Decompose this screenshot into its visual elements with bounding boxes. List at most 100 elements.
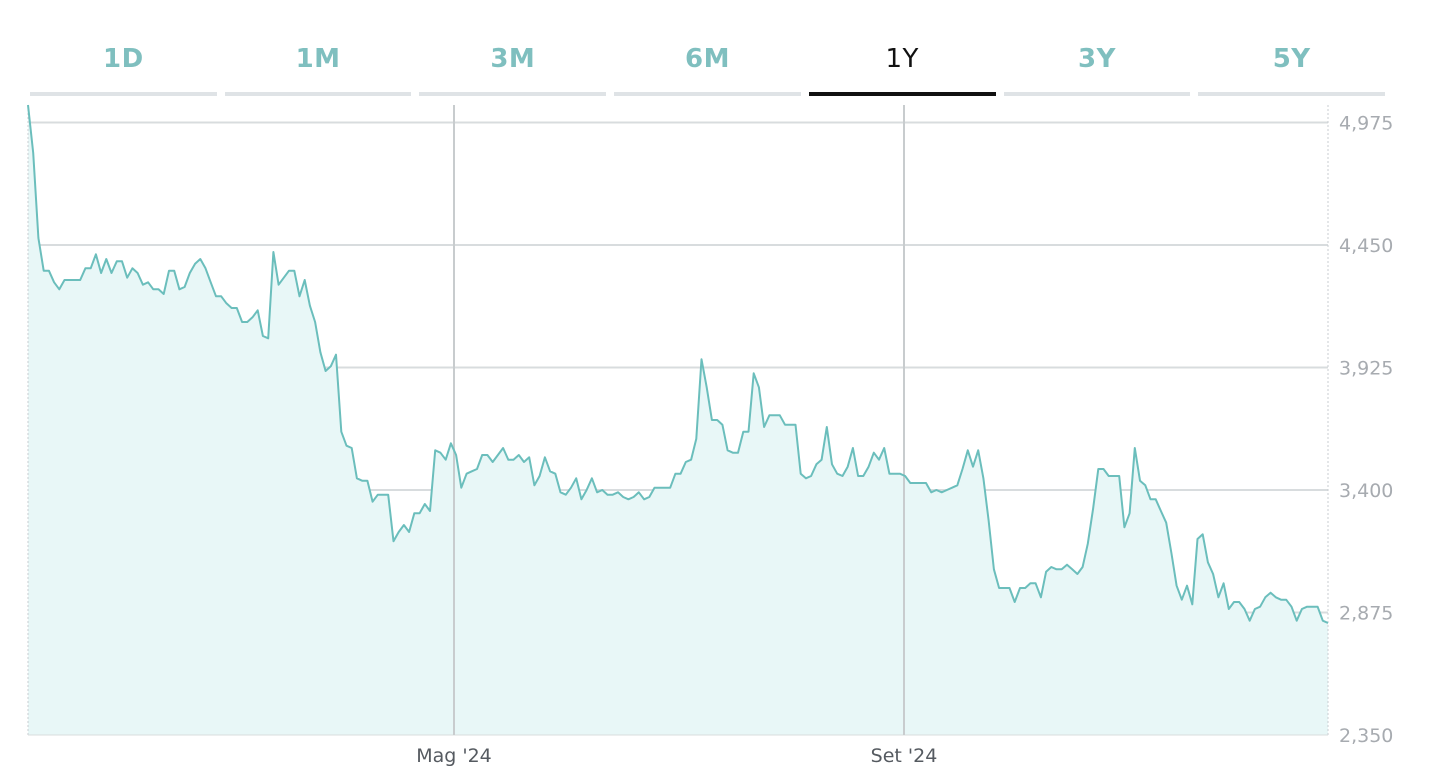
data-point xyxy=(867,466,869,468)
data-point xyxy=(914,482,916,484)
data-point xyxy=(79,279,81,281)
data-point xyxy=(779,414,781,416)
data-point xyxy=(1024,587,1026,589)
data-point xyxy=(1029,582,1031,584)
data-point xyxy=(309,305,311,307)
data-point xyxy=(63,279,65,281)
tab-label: 3M xyxy=(490,44,536,74)
data-point xyxy=(575,477,577,479)
tab-label: 1D xyxy=(103,44,144,74)
data-point xyxy=(700,358,702,360)
data-point xyxy=(277,284,279,286)
data-point xyxy=(1019,587,1021,589)
data-point xyxy=(178,288,180,290)
data-point xyxy=(304,279,306,281)
data-point xyxy=(465,473,467,475)
tab-underline xyxy=(1198,92,1386,96)
data-point xyxy=(1045,571,1047,573)
tab-1y[interactable]: 1Y xyxy=(808,0,996,96)
data-point xyxy=(1233,601,1235,603)
data-point xyxy=(841,475,843,477)
data-point xyxy=(909,482,911,484)
data-point xyxy=(1301,608,1303,610)
data-point xyxy=(831,463,833,465)
data-point xyxy=(157,288,159,290)
data-point xyxy=(53,281,55,283)
data-point xyxy=(664,487,666,489)
data-point xyxy=(941,491,943,493)
data-point xyxy=(1097,468,1099,470)
area-fill xyxy=(28,105,1328,735)
data-point xyxy=(904,475,906,477)
data-point xyxy=(398,531,400,533)
data-point xyxy=(173,270,175,272)
data-point xyxy=(585,489,587,491)
data-point xyxy=(1134,447,1136,449)
data-point xyxy=(340,431,342,433)
data-point xyxy=(1306,606,1308,608)
data-point xyxy=(601,489,603,491)
data-point xyxy=(429,510,431,512)
data-point xyxy=(147,281,149,283)
tab-5y[interactable]: 5Y xyxy=(1198,0,1386,96)
data-point xyxy=(1165,522,1167,524)
data-point xyxy=(742,431,744,433)
data-point xyxy=(210,281,212,283)
data-point xyxy=(956,484,958,486)
timeframe-tabs: 1D 1M 3M 6M 1Y 3Y 5Y xyxy=(30,0,1386,96)
data-point xyxy=(330,365,332,367)
data-point xyxy=(371,501,373,503)
data-point xyxy=(632,496,634,498)
tab-underline xyxy=(614,92,801,96)
data-point xyxy=(288,270,290,272)
data-point xyxy=(298,295,300,297)
data-point xyxy=(690,459,692,461)
data-point xyxy=(492,461,494,463)
data-point xyxy=(257,309,259,311)
data-point xyxy=(930,491,932,493)
data-point xyxy=(1217,596,1219,598)
tab-6m[interactable]: 6M xyxy=(614,0,801,96)
tab-1m[interactable]: 1M xyxy=(224,0,412,96)
data-point xyxy=(1123,526,1125,528)
data-point xyxy=(1296,620,1298,622)
data-point xyxy=(998,587,1000,589)
data-point xyxy=(987,519,989,521)
data-point xyxy=(716,419,718,421)
data-point xyxy=(90,267,92,269)
y-axis-ticks: 2,350 2,875 3,400 3,925 4,450 4,975 xyxy=(1339,113,1393,748)
data-point xyxy=(43,270,45,272)
y-tick-label: 2,875 xyxy=(1339,603,1393,625)
data-point xyxy=(847,466,849,468)
data-point xyxy=(721,424,723,426)
data-point xyxy=(267,337,269,339)
tab-label: 3Y xyxy=(1077,44,1116,74)
data-point xyxy=(1222,582,1224,584)
data-point xyxy=(110,272,112,274)
data-point xyxy=(1202,533,1204,535)
tab-3y[interactable]: 3Y xyxy=(1003,0,1191,96)
tab-3m[interactable]: 3M xyxy=(419,0,607,96)
data-point xyxy=(1207,561,1209,563)
data-point xyxy=(418,512,420,514)
data-point xyxy=(481,454,483,456)
data-point xyxy=(523,461,525,463)
data-point xyxy=(434,449,436,451)
data-point xyxy=(883,447,885,449)
tab-1d[interactable]: 1D xyxy=(30,0,217,96)
data-point xyxy=(1196,538,1198,540)
data-point xyxy=(961,468,963,470)
tab-label: 6M xyxy=(685,44,730,74)
data-point xyxy=(121,260,123,262)
data-point xyxy=(732,452,734,454)
data-point xyxy=(894,473,896,475)
data-point xyxy=(544,456,546,458)
data-point xyxy=(622,496,624,498)
data-point xyxy=(967,449,969,451)
data-point xyxy=(768,414,770,416)
y-tick-label: 4,975 xyxy=(1339,113,1393,135)
data-point xyxy=(95,253,97,255)
data-point xyxy=(455,454,457,456)
data-point xyxy=(1264,596,1266,598)
